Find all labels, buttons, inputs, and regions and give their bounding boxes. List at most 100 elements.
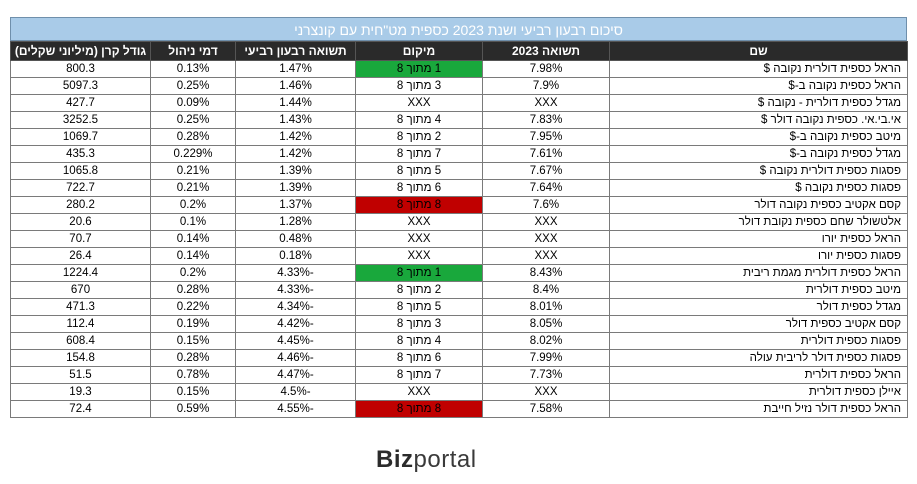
cell-name: פסגות כספית דולרית נקובה $: [609, 162, 908, 180]
cell-mgmt-fee: 0.22%: [150, 298, 236, 316]
cell-mgmt-fee: 0.59%: [150, 400, 236, 418]
cell-q4-return: -4.55%: [235, 400, 356, 418]
cell-q4-return: -4.46%: [235, 349, 356, 367]
cell-return-2023: XXX: [482, 247, 610, 265]
cell-name: קסם אקטיב כספית נקובה דולר: [609, 196, 908, 214]
cell-q4-return: 1.47%: [235, 60, 356, 78]
cell-rank: 3 מתוך 8: [355, 315, 483, 333]
cell-return-2023: XXX: [482, 94, 610, 112]
cell-aum: 72.4: [10, 400, 151, 418]
cell-name: אלטשולר שחם כספית נקובת דולר: [609, 213, 908, 231]
table-row: אי.בי.אי. כספית נקובה דולר $7.83% 4 מתוך …: [10, 111, 908, 129]
cell-mgmt-fee: 0.21%: [150, 179, 236, 197]
cell-name: פסגות כספית דולרית: [609, 332, 908, 350]
cell-q4-return: -4.42%: [235, 315, 356, 333]
cell-mgmt-fee: 0.78%: [150, 366, 236, 384]
cell-q4-return: -4.33%: [235, 264, 356, 282]
cell-mgmt-fee: 0.19%: [150, 315, 236, 333]
table-row: פסגות כספית דולר לריבית עולה 7.99% 6 מתוך …: [10, 349, 908, 367]
cell-q4-return: -4.47%: [235, 366, 356, 384]
cell-aum: 112.4: [10, 315, 151, 333]
cell-mgmt-fee: 0.2%: [150, 196, 236, 214]
cell-aum: 51.5: [10, 366, 151, 384]
cell-rank: 8 מתוך 8: [355, 400, 483, 418]
cell-return-2023: 7.83%: [482, 111, 610, 129]
table-row: מגדל כספית דולר 8.01% 5 מתוך 8 -4.34% 0.22% 4…: [10, 298, 908, 316]
table-row: הראל כספית יורו XXX XXX 0.48% 0.14% 70.7: [10, 230, 908, 248]
cell-mgmt-fee: 0.28%: [150, 128, 236, 146]
cell-mgmt-fee: 0.15%: [150, 332, 236, 350]
cell-mgmt-fee: 0.1%: [150, 213, 236, 231]
cell-rank: 6 מתוך 8: [355, 349, 483, 367]
cell-q4-return: 1.43%: [235, 111, 356, 129]
cell-mgmt-fee: 0.25%: [150, 111, 236, 129]
table-row: הראל כספית דולרית 7.73% 7 מתוך 8 -4.47% 0.78…: [10, 366, 908, 384]
cell-return-2023: 7.98%: [482, 60, 610, 78]
cell-aum: 19.3: [10, 383, 151, 401]
header-return-2023: תשואה 2023: [482, 41, 610, 61]
cell-aum: 471.3: [10, 298, 151, 316]
header-q4-return: תשואה רבעון רביעי: [235, 41, 356, 61]
cell-rank: 2 מתוך 8: [355, 281, 483, 299]
cell-rank: 8 מתוך 8: [355, 196, 483, 214]
table-row: הראל כספית דולרית נקובה $7.98% 1 מתוך 8 1.…: [10, 60, 908, 78]
cell-name: הראל כספית דולרית: [609, 366, 908, 384]
cell-q4-return: 1.46%: [235, 77, 356, 95]
header-rank: מיקום: [355, 41, 483, 61]
table-row: מגדל כספית דולרית - נקובה $ XXX XXX 1.44% 0.…: [10, 94, 908, 112]
cell-name: פסגות כספית יורו: [609, 247, 908, 265]
cell-mgmt-fee: 0.28%: [150, 349, 236, 367]
cell-name: מגדל כספית דולר: [609, 298, 908, 316]
cell-q4-return: 1.39%: [235, 179, 356, 197]
cell-return-2023: 7.58%: [482, 400, 610, 418]
bizportal-logo: Bizportal: [376, 446, 477, 473]
cell-name: הראל כספית דולרית נקובה $: [609, 60, 908, 78]
cell-mgmt-fee: 0.13%: [150, 60, 236, 78]
cell-aum: 1065.8: [10, 162, 151, 180]
cell-return-2023: 7.61%: [482, 145, 610, 163]
table-title: סיכום רבעון רביעי ושנת 2023 כספית מט"חית…: [10, 17, 907, 41]
cell-mgmt-fee: 0.09%: [150, 94, 236, 112]
cell-aum: 608.4: [10, 332, 151, 350]
cell-return-2023: XXX: [482, 383, 610, 401]
cell-return-2023: 8.05%: [482, 315, 610, 333]
cell-rank: XXX: [355, 213, 483, 231]
cell-q4-return: -4.34%: [235, 298, 356, 316]
cell-aum: 3252.5: [10, 111, 151, 129]
cell-aum: 1224.4: [10, 264, 151, 282]
header-mgmt-fee: דמי ניהול: [150, 41, 236, 61]
cell-mgmt-fee: 0.21%: [150, 162, 236, 180]
cell-aum: 1069.7: [10, 128, 151, 146]
table-row: הראל כספית דולר נזיל חייבת 7.58% 8 מתוך 8-…: [10, 400, 908, 418]
cell-rank: 3 מתוך 8: [355, 77, 483, 95]
cell-aum: 435.3: [10, 145, 151, 163]
cell-q4-return: 1.39%: [235, 162, 356, 180]
cell-rank: 5 מתוך 8: [355, 162, 483, 180]
cell-q4-return: 1.44%: [235, 94, 356, 112]
cell-aum: 20.6: [10, 213, 151, 231]
cell-name: מגדל כספית דולרית - נקובה $: [609, 94, 908, 112]
cell-aum: 280.2: [10, 196, 151, 214]
cell-return-2023: 7.6%: [482, 196, 610, 214]
cell-q4-return: 1.37%: [235, 196, 356, 214]
cell-return-2023: 7.67%: [482, 162, 610, 180]
cell-mgmt-fee: 0.14%: [150, 230, 236, 248]
cell-aum: 670: [10, 281, 151, 299]
header-row: שם תשואה 2023 מיקום תשואה רבעון רביעי דמ…: [10, 41, 908, 61]
cell-name: פסגות כספית דולר לריבית עולה: [609, 349, 908, 367]
cell-rank: 4 מתוך 8: [355, 111, 483, 129]
cell-q4-return: -4.5%: [235, 383, 356, 401]
cell-aum: 722.7: [10, 179, 151, 197]
cell-q4-return: -4.45%: [235, 332, 356, 350]
cell-rank: 1 מתוך 8: [355, 60, 483, 78]
cell-name: הראל כספית דולר נזיל חייבת: [609, 400, 908, 418]
table-row: אלטשולר שחם כספית נקובת דולר XXX XXX 1.28% 0…: [10, 213, 908, 231]
cell-name: פסגות כספית נקובה $: [609, 179, 908, 197]
cell-name: הראל כספית יורו: [609, 230, 908, 248]
cell-mgmt-fee: 0.14%: [150, 247, 236, 265]
cell-aum: 427.7: [10, 94, 151, 112]
cell-rank: XXX: [355, 94, 483, 112]
table-row: הראל כספית נקובה ב-$ 7.9% 3 מתוך 8 1.46% 0.2…: [10, 77, 908, 95]
table-row: מגדל כספית נקובה ב-$ 7.61% 7 מתוך 8 1.42% 0.…: [10, 145, 908, 163]
